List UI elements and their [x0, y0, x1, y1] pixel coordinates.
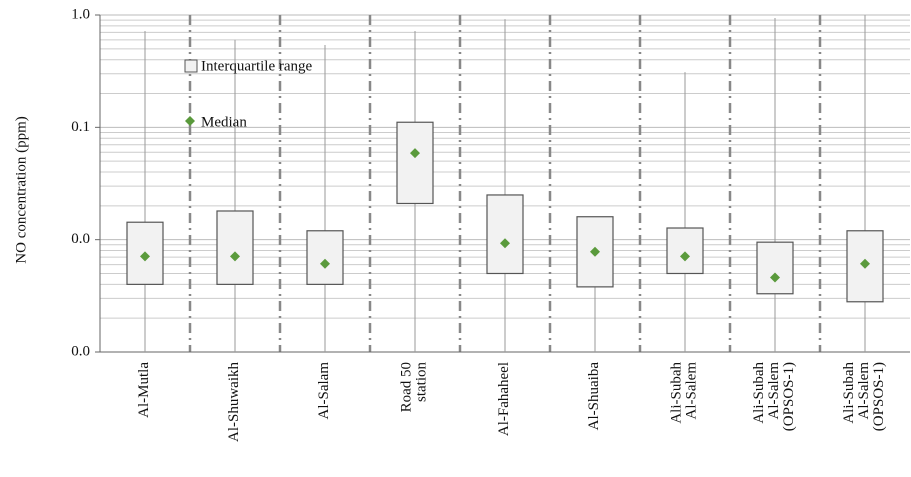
box [666, 227, 704, 275]
legend-label: Median [201, 114, 247, 130]
legend-label: Interquartile range [201, 58, 313, 74]
x-tick-label: Ali-SubahAl-Salem [669, 362, 700, 424]
median-marker [320, 258, 330, 269]
x-tick-label: Al-Shuwaikh [226, 362, 242, 442]
median-marker [410, 148, 420, 159]
median-marker [590, 246, 600, 257]
median-marker [230, 251, 240, 262]
y-tick-label: 0.0 [71, 343, 90, 359]
box [756, 241, 794, 295]
x-tick-label: Al-Fahaheel [496, 362, 512, 436]
x-tick-label: Al-Salam [316, 362, 332, 420]
y-tick-label: 1.0 [71, 6, 90, 22]
x-tick-label: Ali-SubahAl-Salem(OPSOS-1) [841, 362, 887, 432]
box [306, 230, 344, 285]
x-tick-label: Ali-SubahAl-Salem(OPSOS-1) [751, 362, 797, 432]
box [486, 194, 524, 275]
y-axis-label: NO concentration (ppm) [13, 116, 29, 263]
legend-median-icon [185, 116, 195, 126]
box [396, 121, 434, 205]
median-marker [860, 258, 870, 269]
median-marker [140, 251, 150, 262]
box [216, 210, 254, 285]
median-marker [680, 251, 690, 262]
x-tick-label: Al-Mutla [136, 362, 152, 418]
median-marker [500, 238, 510, 249]
y-tick-label: 0.1 [71, 119, 90, 135]
x-tick-label: Al-Shuaiba [586, 362, 602, 431]
x-tick-label: Road 50station [399, 362, 430, 413]
median-marker [770, 272, 780, 283]
legend-box-icon [184, 59, 198, 73]
y-tick-label: 0.0 [71, 231, 90, 247]
